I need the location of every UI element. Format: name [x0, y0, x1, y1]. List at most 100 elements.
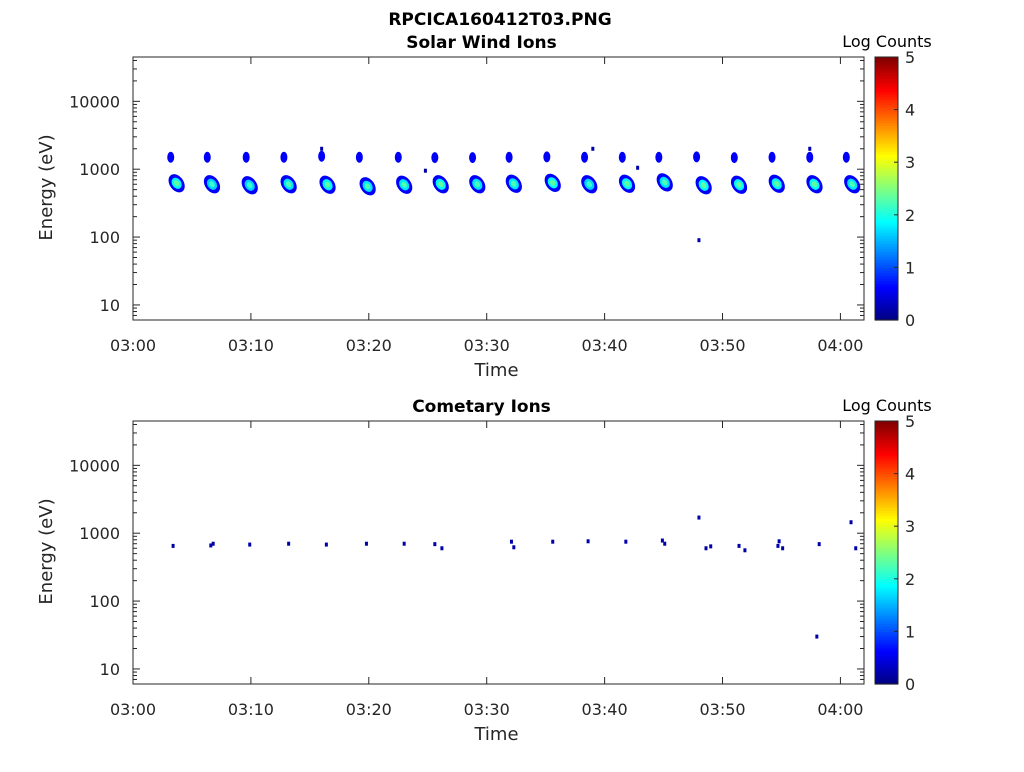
- y-tick-label: 10: [100, 660, 120, 679]
- colorbar-segment: [875, 676, 898, 680]
- data-spot: [543, 151, 551, 163]
- data-spot-peak: [364, 183, 371, 190]
- colorbar-segment: [875, 233, 898, 237]
- colorbar-segment: [875, 539, 898, 543]
- colorbar-segment: [875, 241, 898, 245]
- x-axis-label: Time: [473, 724, 518, 745]
- colorbar-segment: [875, 649, 898, 654]
- colorbar-segment: [875, 636, 898, 640]
- data-spot-peak: [209, 181, 215, 188]
- colorbar-segment: [875, 309, 898, 313]
- y-tick-label: 100: [89, 228, 120, 247]
- data-spot: [167, 151, 175, 163]
- colorbar-segment: [875, 235, 898, 240]
- colorbar-segment: [875, 212, 898, 216]
- y-tick-label: 1000: [79, 524, 120, 543]
- colorbar-segment: [875, 214, 898, 219]
- colorbar-segment: [875, 180, 898, 184]
- colorbar-segment: [875, 489, 898, 493]
- colorbar-segment: [875, 602, 898, 606]
- colorbar-segment: [875, 143, 898, 148]
- data-spot-peak: [811, 181, 818, 188]
- data-dot: [248, 542, 252, 547]
- colorbar-frame: [874, 420, 899, 685]
- plot-area: [132, 56, 865, 321]
- colorbar-segment: [875, 270, 898, 274]
- colorbar-segment: [875, 618, 898, 622]
- colorbar-segment: [875, 436, 898, 441]
- colorbar-segment: [875, 476, 898, 480]
- colorbar-segment: [875, 549, 898, 554]
- data-dot: [776, 543, 780, 548]
- colorbar-segment: [875, 75, 898, 79]
- colorbar-segment: [875, 230, 898, 234]
- colorbar-segment: [875, 99, 898, 103]
- colorbar-segment: [875, 547, 898, 551]
- data-spot: [280, 151, 288, 163]
- colorbar-segment: [875, 78, 898, 82]
- colorbar-segment: [875, 301, 898, 305]
- colorbar-segment: [875, 183, 898, 187]
- colorbar-segment: [875, 306, 898, 311]
- colorbar-segment: [875, 67, 898, 71]
- colorbar-segment: [875, 238, 898, 242]
- data-spot-peak: [438, 181, 444, 188]
- y-tick-label: 10: [100, 296, 120, 315]
- colorbar-segment: [875, 177, 898, 182]
- colorbar-segment: [875, 505, 898, 509]
- data-spot: [581, 151, 589, 163]
- x-tick-label: 03:10: [228, 700, 274, 719]
- data-spot-peak: [324, 181, 331, 188]
- colorbar-segment: [875, 531, 898, 535]
- data-spot: [431, 152, 439, 164]
- data-spot: [203, 151, 211, 163]
- colorbar-segment: [875, 170, 898, 174]
- colorbar-segment: [875, 457, 898, 462]
- y-axis-label: Energy (eV): [36, 498, 57, 604]
- data-dot: [591, 146, 595, 151]
- data-spot: [618, 151, 626, 163]
- data-spot: [842, 151, 850, 163]
- colorbar-segment: [875, 428, 898, 433]
- colorbar-segment: [875, 660, 898, 664]
- colorbar-segment: [875, 101, 898, 105]
- y-tick-label: 1000: [79, 160, 120, 179]
- x-tick-label: 03:30: [464, 700, 510, 719]
- plot-area: [132, 420, 865, 685]
- colorbar-segment: [875, 434, 898, 438]
- data-dot: [364, 541, 368, 546]
- y-tick-label: 10000: [69, 456, 120, 475]
- colorbar-segment: [875, 314, 898, 318]
- colorbar-segment: [875, 536, 898, 540]
- colorbar-segment: [875, 449, 898, 454]
- colorbar-segment: [875, 591, 898, 596]
- data-spot-peak: [700, 182, 707, 189]
- y-tick-label: 10000: [69, 92, 120, 111]
- colorbar-segment: [875, 275, 898, 279]
- colorbar-segment: [875, 204, 898, 208]
- colorbar-segment: [875, 657, 898, 661]
- colorbar-tick-label: 3: [905, 153, 915, 172]
- colorbar-segment: [875, 304, 898, 308]
- colorbar-segment: [875, 492, 898, 496]
- colorbar-segment: [875, 647, 898, 651]
- data-spot-peak: [774, 180, 780, 187]
- colorbar-segment: [875, 225, 898, 229]
- data-dot: [287, 541, 291, 546]
- colorbar-segment: [875, 83, 898, 87]
- colorbar-segment: [875, 298, 898, 303]
- colorbar-segment: [875, 497, 898, 501]
- colorbar-segment: [875, 88, 898, 92]
- colorbar-segment: [875, 120, 898, 124]
- data-spot: [469, 152, 477, 164]
- colorbar-segment: [875, 668, 898, 672]
- colorbar-segment: [875, 296, 898, 300]
- colorbar-segment: [875, 599, 898, 604]
- colorbar-segment: [875, 586, 898, 590]
- colorbar-segment: [875, 631, 898, 635]
- colorbar-label: Log Counts: [842, 396, 932, 415]
- colorbar-segment: [875, 442, 898, 446]
- x-tick-label: 03:20: [346, 700, 392, 719]
- colorbar-segment: [875, 510, 898, 514]
